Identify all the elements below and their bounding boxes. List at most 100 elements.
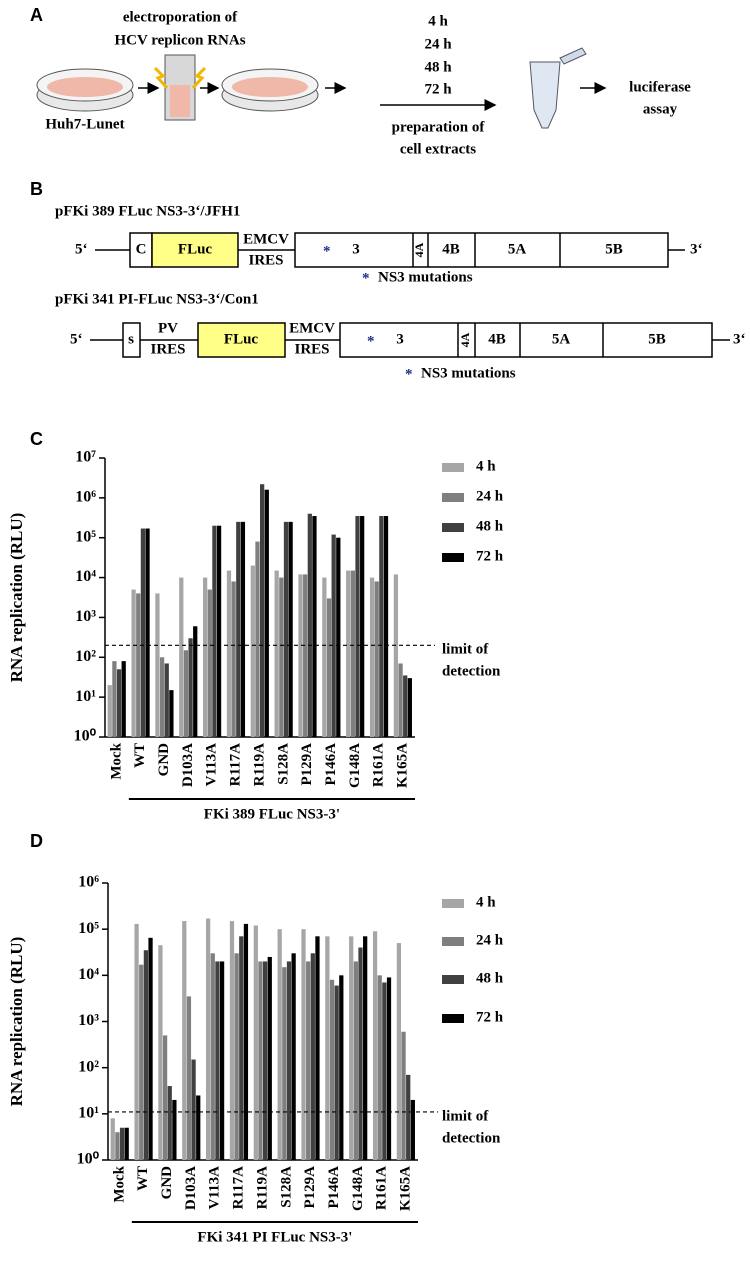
x-tick-label: R161A [374,1166,390,1210]
bar [339,975,344,1160]
bar [377,975,382,1160]
x-tick-label: R161A [371,743,387,787]
segment-label: 4A [458,332,472,347]
segment-label: EMCV [289,320,335,336]
bar [267,956,272,1160]
segment [197,322,286,358]
bar [140,528,146,737]
y-tick-label: 10¹ [75,688,96,705]
y-tick-label: 10⁰ [77,1151,100,1168]
bar [253,925,258,1160]
y-tick-label: 10³ [78,1012,99,1029]
segment-label: PV [158,320,178,336]
bar [155,593,160,737]
bar [226,570,232,737]
y-axis-title: RNA replication (RLU) [7,937,26,1107]
bar [315,936,320,1160]
legend-swatch [442,463,464,472]
bar [196,1095,201,1160]
bar [182,921,187,1160]
bar [112,661,117,737]
bar [236,521,241,737]
bar [139,964,144,1160]
segment-label: 5B [648,331,666,347]
segment-label: s [128,331,134,347]
bar [121,661,126,737]
time-label: 48 h [424,59,452,75]
mutation-label: NS3 mutations [421,365,516,381]
time-label: 72 h [424,81,452,97]
y-tick-label: 10⁵ [75,528,96,545]
x-tick-label: V113A [207,1166,223,1210]
bar [306,961,311,1160]
bar [329,979,335,1160]
bar [263,961,268,1160]
legend-swatch [442,899,464,908]
y-tick-label: 10⁴ [75,568,96,585]
bar [203,577,208,737]
step-label: cell extracts [400,141,476,157]
bar [258,961,263,1160]
bar [396,943,402,1160]
threshold-label: detection [442,1130,501,1146]
bar [403,675,408,737]
bar [312,516,317,737]
bar [310,953,315,1160]
bar [183,650,189,737]
segment-label: 3 [396,331,404,347]
x-tick-label: GND [156,743,172,777]
y-axis-title: RNA replication (RLU) [7,513,26,683]
tube [529,47,587,129]
bar [131,589,136,737]
x-tick-label: K165A [398,1166,414,1211]
y-tick-label: 10⁶ [78,874,99,891]
bar [134,923,139,1160]
bar [193,626,198,737]
bar [331,534,336,737]
bar [216,525,222,737]
bar [162,1035,168,1160]
construct-title: pFKi 341 PI-FLuc NS3-3‘/Con1 [55,291,259,307]
bar [215,961,220,1160]
threshold-label: detection [442,664,501,680]
bar [116,669,122,737]
bar [145,528,150,737]
group-label: FKi 341 PI FLuc NS3-3' [197,1229,352,1245]
step-label: preparation of [392,119,486,135]
x-tick-label: WT [135,1166,151,1191]
segment-label: 5A [508,241,527,257]
bar [188,638,193,737]
bar [369,577,375,737]
bar [382,982,387,1160]
bar [383,516,389,737]
segment-label: IRES [150,341,185,357]
bar [282,967,287,1160]
y-tick-label: 10⁴ [78,966,99,983]
bar [260,484,265,737]
bar [398,663,403,737]
x-tick-label: R119A [251,743,267,787]
bar [243,923,249,1160]
bar [164,663,169,737]
segment-label: IRES [248,252,283,268]
x-tick-label: R117A [228,743,244,787]
mutation-label: NS3 mutations [378,269,473,285]
bar [283,521,289,737]
bar [407,678,412,737]
legend-swatch [442,553,464,562]
bar [207,589,212,737]
y-tick-label: 10² [78,1058,99,1075]
bar [307,513,312,737]
bar [279,577,284,737]
x-tick-label: P146A [326,1166,342,1209]
bar [250,565,255,737]
mutation-marker: * [405,366,413,382]
segment-label: 5A [552,331,571,347]
bar [169,690,174,737]
step-label: HCV replicon RNAs [114,32,245,48]
x-tick-label: WT [132,743,148,768]
panel-label: C [30,429,43,449]
dish [221,68,319,112]
segment-label: 4B [442,241,460,257]
y-tick-label: 10³ [75,608,96,625]
